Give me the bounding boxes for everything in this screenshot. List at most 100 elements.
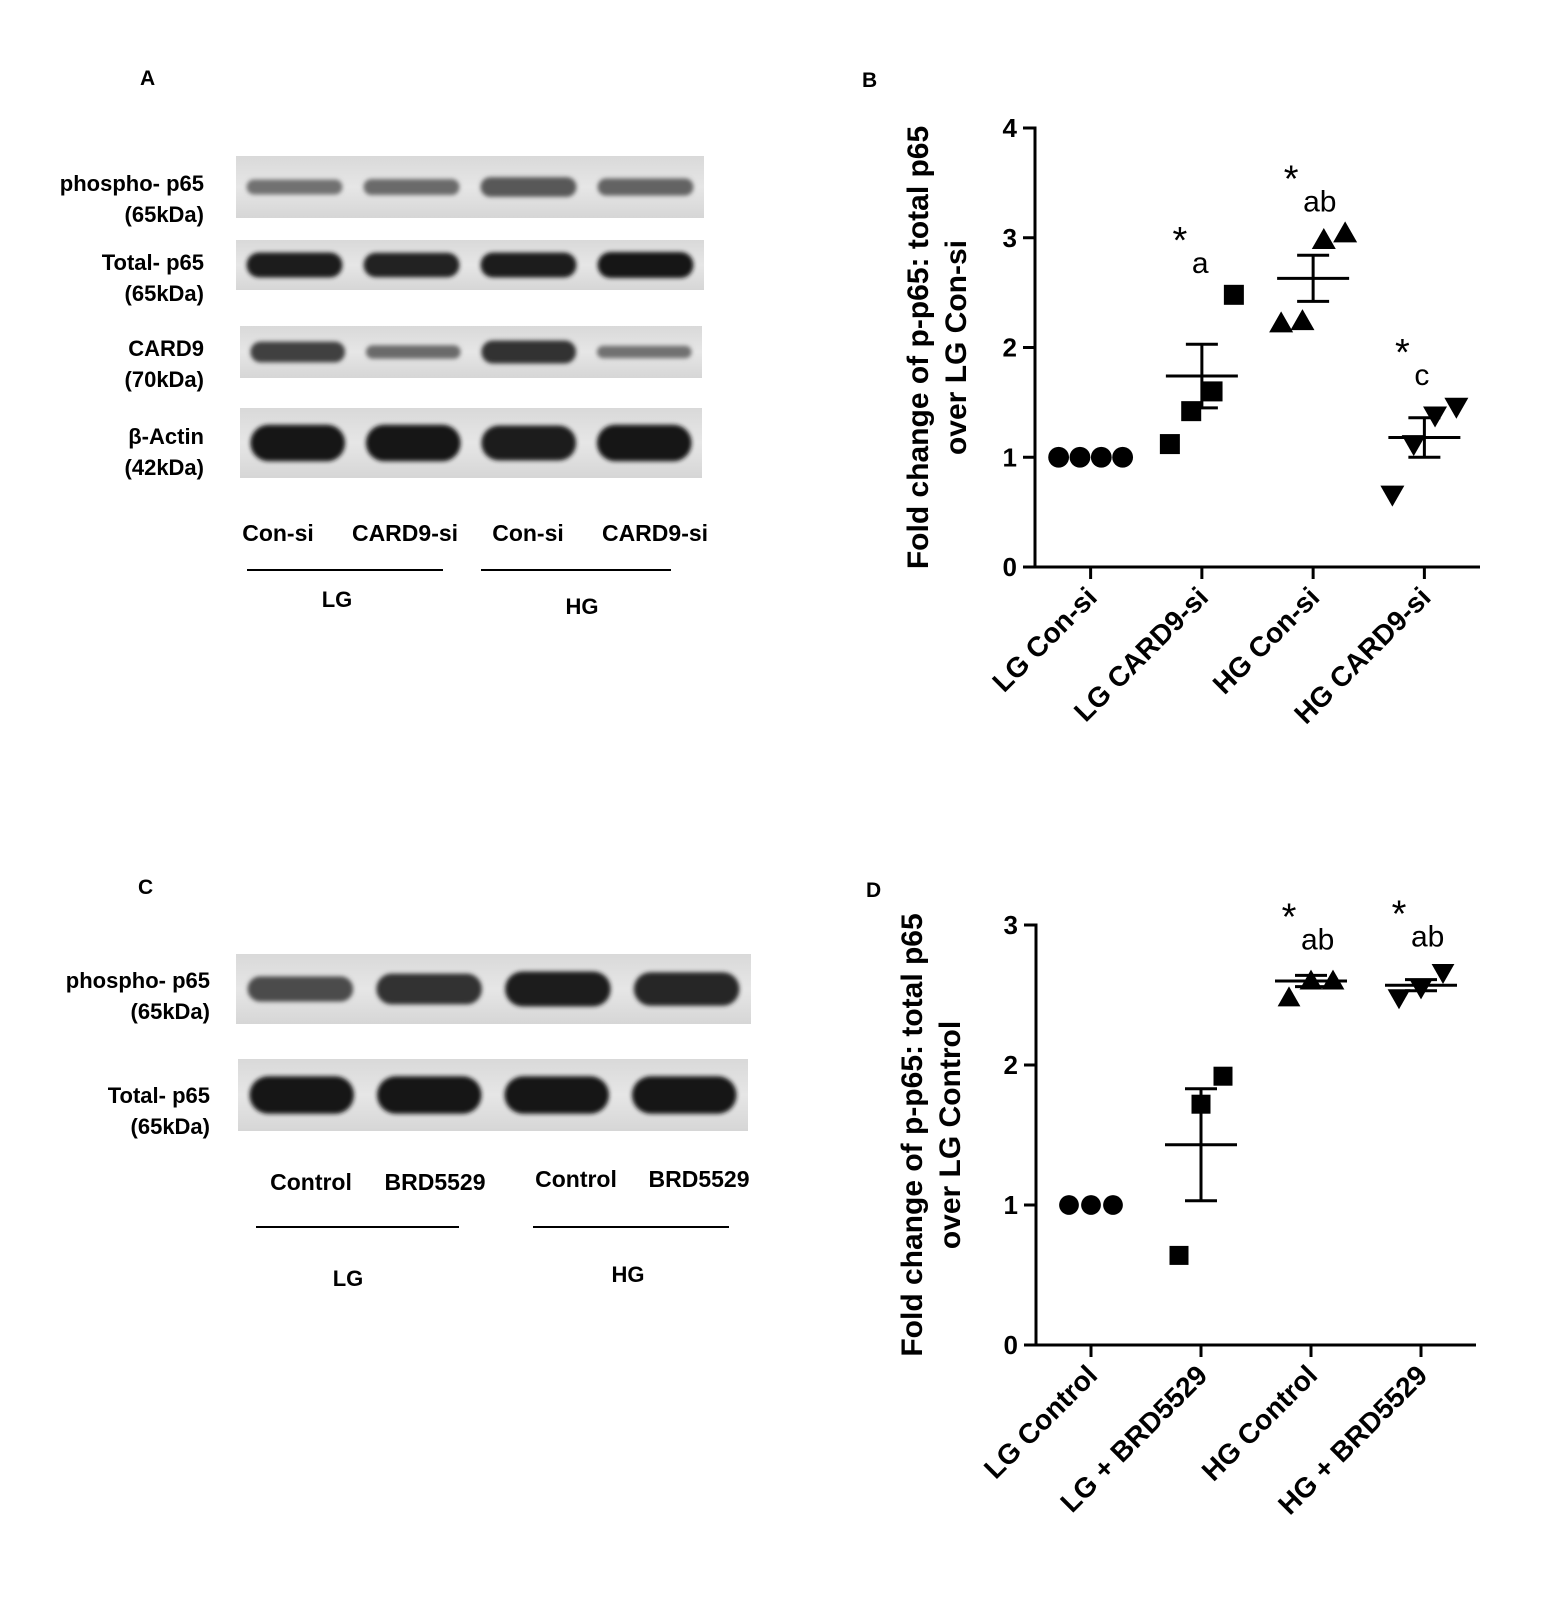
y-tick-label: 3 [1004,910,1018,940]
blot-label-line1: CARD9 [128,336,204,361]
blot-band [633,972,740,1006]
group-line-hg [481,569,671,571]
lane-label: Control [270,1169,352,1195]
panel-d-letter: D [866,879,881,902]
y-tick-label: 1 [1004,1190,1018,1220]
blot-band [480,177,577,197]
blot-band [596,424,692,462]
y-axis-label: Fold change of p-p65: total p65 [902,126,935,569]
chart-panel-b: B 0 1 2 3 4 Fold change of p-p65: total p65 ov… [862,69,1480,730]
significance-letter: ab [1303,185,1336,218]
blot-band [246,179,343,195]
significance-letter: ab [1301,923,1334,956]
lane-label: CARD9-si [601,520,709,546]
y-tick-label: 1 [1003,442,1017,472]
blot-band [250,341,346,363]
blot-band [376,973,482,1005]
data-point-triangle-up [1311,227,1336,249]
blot-label-line1: Total- p65 [107,1083,210,1108]
blot-band [504,1076,610,1114]
blot-label-beta-actin: β-Actin (42kDa) [125,421,204,483]
group-label-lg: LG [332,1266,364,1291]
significance-star: * [1282,896,1297,938]
y-axis-label: over LG Con-si [940,240,973,455]
blot-strip-total-p65 [238,1059,748,1131]
blot-label-card9: CARD9 (70kDa) [125,333,204,395]
data-point-triangle-up [1290,309,1315,331]
data-point-circle [1103,1195,1123,1215]
blot-band [597,178,694,196]
data-point-circle [1048,446,1070,468]
blot-band [363,252,460,278]
blot-band [365,424,461,462]
blot-band [505,971,611,1007]
blot-label-phospho-p65: phospho- p65 (65kDa) [60,168,204,230]
significance-star: * [1172,220,1187,262]
blot-strip-total-p65 [236,240,704,290]
blot-strip-phospho-p65 [236,954,751,1024]
blot-band [631,1076,737,1114]
panel-b-letter: B [862,69,877,92]
group-line-lg [256,1226,459,1228]
blot-strip-card9 [240,326,702,378]
group-line-hg [533,1226,729,1228]
data-point-circle [1112,446,1134,468]
data-point-triangle-down [1380,485,1405,507]
blot-strip-beta-actin [240,408,702,478]
data-point-triangle-down [1444,397,1469,419]
lane-label: CARD9-si [351,520,459,546]
data-point-circle [1059,1195,1079,1215]
blot-band [480,252,577,278]
data-point-triangle-up [1277,986,1301,1007]
data-point-square [1202,381,1223,402]
lane-label: Con-si [492,520,564,546]
data-point-circle [1090,446,1112,468]
x-tick-label: HG Con-si [1207,581,1326,700]
blot-label-total-p65: Total- p65 (65kDa) [102,247,204,309]
lane-label: BRD5529 [648,1166,750,1192]
group-label-lg: LG [321,587,353,612]
blot-band [365,345,461,359]
chart-panel-d: D 0 1 2 3 Fold change of p-p65: total p65 ove… [866,879,1476,1520]
data-point-triangle-down [1431,964,1455,984]
y-tick-label: 0 [1003,552,1017,582]
data-point-circle [1069,446,1091,468]
blot-band [249,1076,355,1114]
lane-label: BRD5529 [384,1169,486,1195]
blot-band [481,425,577,461]
blot-label-line2: (65kDa) [130,999,210,1024]
blot-band [250,424,346,462]
blot-label-total-p65: Total- p65 (65kDa) [108,1080,210,1142]
y-axis-label: over LG Control [934,1021,967,1249]
data-point-square [1181,401,1202,422]
blot-label-line1: Total- p65 [101,250,204,275]
significance-star: * [1395,332,1410,374]
blot-label-line1: phospho- p65 [59,171,204,196]
data-point-square [1213,1066,1233,1086]
y-tick-label: 3 [1003,223,1017,253]
y-tick-label: 0 [1004,1330,1018,1360]
blot-label-line2: (65kDa) [130,1114,210,1139]
data-point-triangle-up [1269,311,1294,333]
blot-label-line1: phospho- p65 [65,968,210,993]
data-point-square [1169,1245,1189,1265]
lane-label: Con-si [242,520,314,546]
panel-a-letter: A [140,67,156,90]
significance-letter: ab [1411,921,1444,954]
blot-label-line2: (42kDa) [124,455,204,480]
data-point-square [1159,434,1180,455]
y-tick-label: 2 [1004,1050,1018,1080]
panel-c-letter: C [138,876,154,899]
blot-band [596,345,692,359]
blot-label-line1: β-Actin [128,424,204,449]
blot-band [481,340,577,364]
blot-band [247,976,354,1002]
blot-label-line2: (65kDa) [124,202,204,227]
data-point-triangle-down [1401,435,1426,457]
blot-label-line2: (65kDa) [124,281,204,306]
data-point-triangle-down [1387,989,1411,1010]
group-line-lg [247,569,443,571]
data-point-square [1223,284,1244,305]
group-label-hg: HG [611,1262,645,1287]
data-point-circle [1081,1195,1101,1215]
